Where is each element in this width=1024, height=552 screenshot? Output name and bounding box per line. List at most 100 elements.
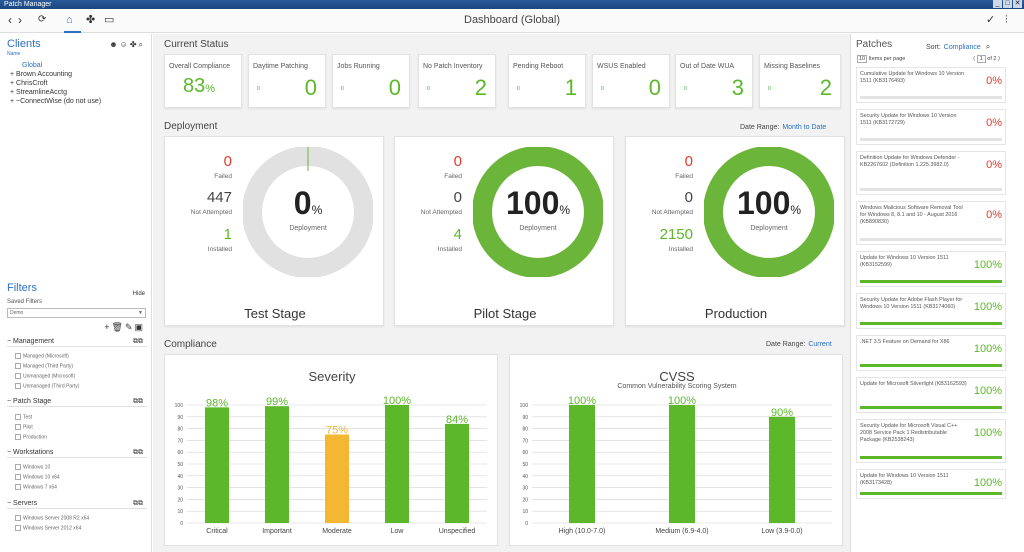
- filter-option[interactable]: Pilot: [15, 424, 33, 430]
- filter-option[interactable]: Test: [15, 414, 32, 420]
- dashboard-icon[interactable]: ⌂: [66, 14, 73, 26]
- check-circle-icon[interactable]: ✓: [986, 14, 996, 26]
- section-label: Management: [13, 338, 54, 345]
- sidebar: Clients ☻ ☺ ✤ ⌕ Name Global + Brown Acco…: [0, 34, 152, 552]
- patch-item[interactable]: Update for Windows 10 Version 1511 (KB31…: [856, 469, 1006, 499]
- filter-section-servers[interactable]: − Servers ⧉⧉: [7, 500, 147, 509]
- stage-card-test[interactable]: 0 Failed 447 Not Attempted 1 Installed 0…: [164, 136, 384, 326]
- close-button[interactable]: ✕: [1013, 0, 1022, 8]
- filter-option[interactable]: Managed (Third Party): [15, 363, 73, 369]
- date-range-value: Current: [808, 341, 832, 348]
- filter-option[interactable]: Windows 7 x64: [15, 484, 57, 490]
- filter-option[interactable]: Windows Server 2008 R2 x64: [15, 515, 89, 521]
- not-attempted-count: 0: [684, 189, 693, 206]
- not-attempted-label: Not Attempted: [651, 209, 693, 216]
- hide-filters-link[interactable]: Hide: [132, 291, 145, 297]
- edit-icon[interactable]: ✎: [124, 322, 133, 332]
- deployment-percent: 100%: [736, 185, 802, 221]
- users-icon[interactable]: ☺: [119, 40, 128, 49]
- status-card-overall-compliance[interactable]: Overall Compliance 83%: [164, 54, 242, 108]
- save-icon[interactable]: ▣: [134, 322, 143, 332]
- monitor-icon[interactable]: ▭: [104, 14, 115, 26]
- deployment-date-range[interactable]: Date Range: Month to Date: [740, 124, 827, 131]
- minimize-button[interactable]: _: [993, 0, 1002, 8]
- filter-section-workstations[interactable]: − Workstations ⧉⧉: [7, 449, 147, 458]
- patch-item[interactable]: Update for Microsoft Silverlight (KB3162…: [856, 377, 1006, 413]
- puzzle-icon[interactable]: ✤: [86, 14, 96, 26]
- forward-icon[interactable]: ›: [18, 13, 22, 27]
- patch-item[interactable]: Security Update for Microsoft Visual C++…: [856, 419, 1006, 463]
- status-card-no-patch-inventory[interactable]: No Patch Inventory 0 2: [418, 54, 496, 108]
- patch-item[interactable]: Security Update for Adobe Flash Player f…: [856, 293, 1006, 329]
- copy-icon[interactable]: ⧉⧉: [133, 338, 143, 345]
- patches-sort[interactable]: Sort: Compliance ⌕: [926, 42, 991, 51]
- copy-icon[interactable]: ⧉⧉: [133, 398, 143, 405]
- saved-filters-select[interactable]: Demo ▼: [7, 308, 146, 318]
- status-value: 0: [388, 75, 401, 100]
- puzzle-icon[interactable]: ✤: [129, 40, 137, 49]
- filter-option[interactable]: Production: [15, 434, 47, 440]
- patch-percent: 0%: [986, 209, 1002, 221]
- copy-icon[interactable]: ⧉⧉: [133, 449, 143, 456]
- filter-option[interactable]: Windows 10: [15, 464, 50, 470]
- chart-subtitle: Common Vulnerability Scoring System: [617, 383, 736, 390]
- patch-progress-bar: [860, 138, 1002, 141]
- per-page-value: 10: [857, 55, 868, 63]
- refresh-icon[interactable]: ⟳: [38, 14, 47, 25]
- patch-item[interactable]: .NET 3.5 Feature on Demand for X86 100%: [856, 335, 1006, 371]
- filter-section-patch-stage[interactable]: − Patch Stage ⧉⧉: [7, 398, 147, 407]
- deployment-donut: [704, 147, 834, 277]
- client-item[interactable]: + ~ConnectWise (do not use): [10, 98, 102, 105]
- status-card-out-of-date-wua[interactable]: Out of Date WUA 0 3: [675, 54, 753, 108]
- data-label: 84%: [446, 414, 468, 426]
- status-card-wsus-enabled[interactable]: WSUS Enabled 0 0: [592, 54, 670, 108]
- filter-option[interactable]: Windows Server 2012 x64: [15, 525, 81, 531]
- settings-sliders-icon[interactable]: ⫶: [1005, 14, 1008, 26]
- stage-card-production[interactable]: 0 Failed 0 Not Attempted 2150 Installed …: [625, 136, 845, 326]
- stage-name: Test Stage: [244, 306, 306, 321]
- patch-title: Windows Malicious Software Removal Tool …: [860, 205, 963, 225]
- patch-item[interactable]: Cumulative Update for Windows 10 Version…: [856, 67, 1006, 103]
- bar: [265, 406, 289, 523]
- y-tick-label: 100: [175, 403, 184, 409]
- copy-icon[interactable]: ⧉⧉: [133, 500, 143, 507]
- filter-option[interactable]: Managed (Microsoft): [15, 353, 69, 359]
- back-icon[interactable]: ‹: [8, 13, 12, 27]
- user-icon[interactable]: ☻: [109, 40, 118, 49]
- filter-section-management[interactable]: − Management ⧉⧉: [7, 338, 147, 347]
- column-header-name[interactable]: Name: [7, 51, 21, 57]
- patch-item[interactable]: Windows Malicious Software Removal Tool …: [856, 201, 1006, 245]
- y-tick-label: 100: [520, 403, 529, 409]
- data-label: 100%: [383, 395, 411, 407]
- status-card-jobs-running[interactable]: Jobs Running 0 0: [332, 54, 410, 108]
- status-value: 2: [474, 75, 487, 100]
- client-item[interactable]: + Brown Accounting: [10, 71, 73, 78]
- add-icon[interactable]: +: [104, 322, 110, 332]
- patch-progress-bar: [860, 364, 1002, 367]
- stage-card-pilot[interactable]: 0 Failed 0 Not Attempted 4 Installed 100…: [394, 136, 614, 326]
- filter-option[interactable]: Unmanaged (Microsoft): [15, 373, 75, 379]
- trash-icon[interactable]: 🗑: [111, 322, 123, 332]
- filter-option[interactable]: Unmanaged (Third Party): [15, 383, 79, 389]
- client-global[interactable]: Global: [22, 62, 43, 69]
- patch-item[interactable]: Update for Windows 10 Version 1511 (KB31…: [856, 251, 1006, 287]
- filter-option[interactable]: Windows 10 x64: [15, 474, 60, 480]
- client-item[interactable]: + StreamlineAcctg: [10, 89, 67, 96]
- patch-item[interactable]: Security Update for Windows 10 Version 1…: [856, 109, 1006, 145]
- client-item[interactable]: + ChrisCroft: [10, 80, 48, 87]
- patch-percent: 100%: [973, 343, 1002, 355]
- status-card-daytime-patching[interactable]: Daytime Patching 0 0: [248, 54, 326, 108]
- installed-label: Installed: [668, 246, 693, 253]
- maximize-button[interactable]: □: [1003, 0, 1012, 8]
- per-page-control[interactable]: 10 Items per page: [857, 55, 906, 63]
- data-label: 75%: [326, 425, 348, 437]
- status-card-pending-reboot[interactable]: Pending Reboot 0 1: [508, 54, 586, 108]
- compliance-date-range[interactable]: Date Range: Current: [766, 341, 832, 348]
- y-tick-label: 40: [177, 474, 183, 480]
- patch-item[interactable]: Definition Update for Windows Defender -…: [856, 151, 1006, 195]
- patch-progress-fill: [860, 406, 1002, 409]
- status-label: Overall Compliance: [169, 63, 231, 70]
- status-card-missing-baselines[interactable]: Missing Baselines 0 2: [759, 54, 841, 108]
- search-icon[interactable]: ⌕: [138, 40, 143, 49]
- pagination[interactable]: ⟨ 1 of 2 ⟩: [973, 55, 1001, 63]
